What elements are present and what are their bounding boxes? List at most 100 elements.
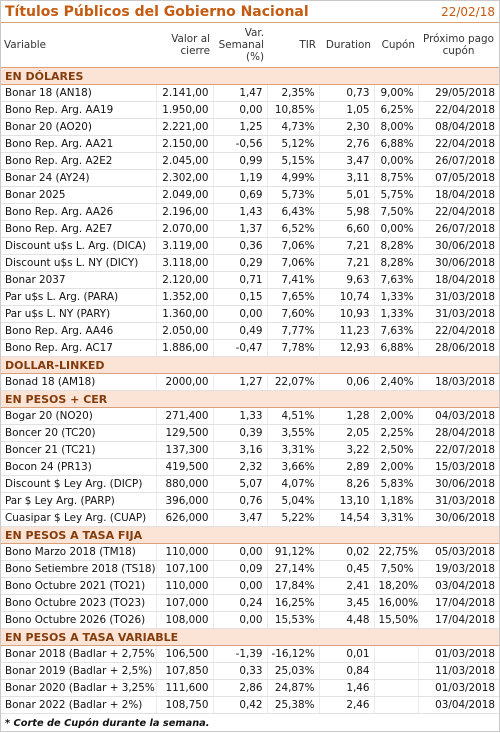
cell-value: 0,29 [212,254,267,272]
section-row: EN PESOS A TASA VARIABLE [1,628,499,646]
bond-name: Boncer 20 (TC20) [1,424,156,442]
cell-value: 3.119,00 [155,237,213,255]
table-body: EN DÓLARES Bonar 18 (AN18) 2.141,00 1,47 2,3… [1,67,499,714]
bond-row: Bonar 2020 (Badlar + 3,25%) 111,600 2,86 24… [1,679,499,697]
cell-value: 2,00% [373,407,418,425]
cell-value: 7,50% [373,203,418,221]
column-header: Duration [319,23,374,68]
cell-value: 26/07/2018 [417,152,499,170]
cell-value: 12,93 [318,339,374,357]
cell-value: 18,20% [373,577,418,595]
cell-value: 2,05 [318,424,374,442]
cell-value: 0,00 [212,543,267,561]
cell-value: 7,63% [373,322,418,340]
cell-value: 8,26 [318,475,374,493]
cell-value: 1,33 [212,407,267,425]
cell-value: 3,55% [266,424,319,442]
cell-value: 11,23 [318,322,374,340]
cell-value: 31/03/2018 [417,288,499,306]
cell-value: 4,99% [266,169,319,187]
cell-value: 2.049,00 [155,186,213,204]
bond-name: Bono Rep. Arg. AA26 [1,203,156,221]
footnote: * Corte de Cupón durante la semana. [5,718,210,729]
bond-row: Bono Octubre 2023 (TO23) 107,000 0,24 16,25… [1,594,499,612]
cell-value: 1,28 [318,407,374,425]
cell-value: 22/04/2018 [417,101,499,119]
cell-value: 11/03/2018 [417,662,499,680]
bond-row: Boncer 21 (TC21) 137,300 3,16 3,31% 3,22 2,50… [1,441,499,459]
cell-value: 10,74 [318,288,374,306]
cell-value: 0,45 [318,560,374,578]
cell-value: 28/04/2018 [417,424,499,442]
empty-cell [373,645,418,663]
bond-row: Bonar 2022 (Badlar + 2%) 108,750 0,42 25,38… [1,696,499,714]
bond-name: Bono Setiembre 2018 (TS18) [1,560,156,578]
cell-value: 107,850 [155,662,213,680]
cell-value: 5,07 [212,475,267,493]
section-row: DOLLAR-LINKED [1,356,499,374]
cell-value: 07/05/2018 [417,169,499,187]
cell-value: 2.302,00 [155,169,213,187]
cell-value: 2,76 [318,135,374,153]
cell-value: 1.360,00 [155,305,213,323]
date: 22/02/18 [441,4,495,19]
cell-value: 10,93 [318,305,374,323]
bond-name: Bono Marzo 2018 (TM18) [1,543,156,561]
cell-value: 2000,00 [155,373,213,391]
cell-value: 111,600 [155,679,213,697]
bond-row: Bocon 24 (PR13) 419,500 2,32 3,66% 2,89 2,00%… [1,458,499,476]
cell-value: 2.120,00 [155,271,213,289]
cell-value: 2.196,00 [155,203,213,221]
cell-value: 0,69 [212,186,267,204]
title: Títulos Públicos del Gobierno Nacional [5,3,309,20]
cell-value: 7,06% [266,237,319,255]
cell-value: 1.886,00 [155,339,213,357]
bond-row: Bono Rep. Arg. A2E2 2.045,00 0,99 5,15% 3,47… [1,152,499,170]
cell-value: 0,33 [212,662,267,680]
cell-value: 2,40% [373,373,418,391]
cell-value: 15,50% [373,611,418,629]
cell-value: 5,98 [318,203,374,221]
cell-value: 108,750 [155,696,213,714]
cell-value: 626,000 [155,509,213,527]
cell-value: 18/03/2018 [417,373,499,391]
cell-value: 129,500 [155,424,213,442]
bond-table: Variable Valor al cierre Var. Semanal (%) T… [1,23,499,714]
bond-name: Bono Octubre 2021 (TO21) [1,577,156,595]
bond-name: Bocon 24 (PR13) [1,458,156,476]
cell-value: 17/04/2018 [417,611,499,629]
bond-name: Bonar 2025 [1,186,156,204]
cell-value: 31/03/2018 [417,492,499,510]
cell-value: 22/04/2018 [417,322,499,340]
cell-value: 17,84% [266,577,319,595]
bond-name: Boncer 21 (TC21) [1,441,156,459]
cell-value: 22/07/2018 [417,441,499,459]
cell-value: 30/06/2018 [417,237,499,255]
cell-value: 1,05 [318,101,374,119]
section-name: DOLLAR-LINKED [1,356,499,374]
cell-value: 3,47 [318,152,374,170]
cell-value: 2,46 [318,696,374,714]
cell-value: 30/06/2018 [417,509,499,527]
bond-row: Bonar 2037 2.120,00 0,71 7,41% 9,63 7,63% 18/0… [1,271,499,289]
empty-cell [373,662,418,680]
cell-value: 0,00% [373,220,418,238]
cell-value: -0,47 [212,339,267,357]
cell-value: 0,76 [212,492,267,510]
bond-name: Bogar 20 (NO20) [1,407,156,425]
cell-value: 2,00% [373,458,418,476]
bond-row: Par $ Ley Arg. (PARP) 396,000 0,76 5,04% 13,… [1,492,499,510]
cell-value: 2.045,00 [155,152,213,170]
cell-value: 0,01 [318,645,374,663]
cell-value: 110,000 [155,543,213,561]
cell-value: 4,07% [266,475,319,493]
cell-value: 17/04/2018 [417,594,499,612]
bond-name: Bonar 2018 (Badlar + 2,75%) [1,645,156,663]
cell-value: 2.221,00 [155,118,213,136]
cell-value: 2.050,00 [155,322,213,340]
bond-row: Bono Rep. Arg. AA46 2.050,00 0,49 7,77% 11,2… [1,322,499,340]
cell-value: 137,300 [155,441,213,459]
cell-value: 03/04/2018 [417,696,499,714]
cell-value: 3,45 [318,594,374,612]
cell-value: -16,12% [266,645,319,663]
